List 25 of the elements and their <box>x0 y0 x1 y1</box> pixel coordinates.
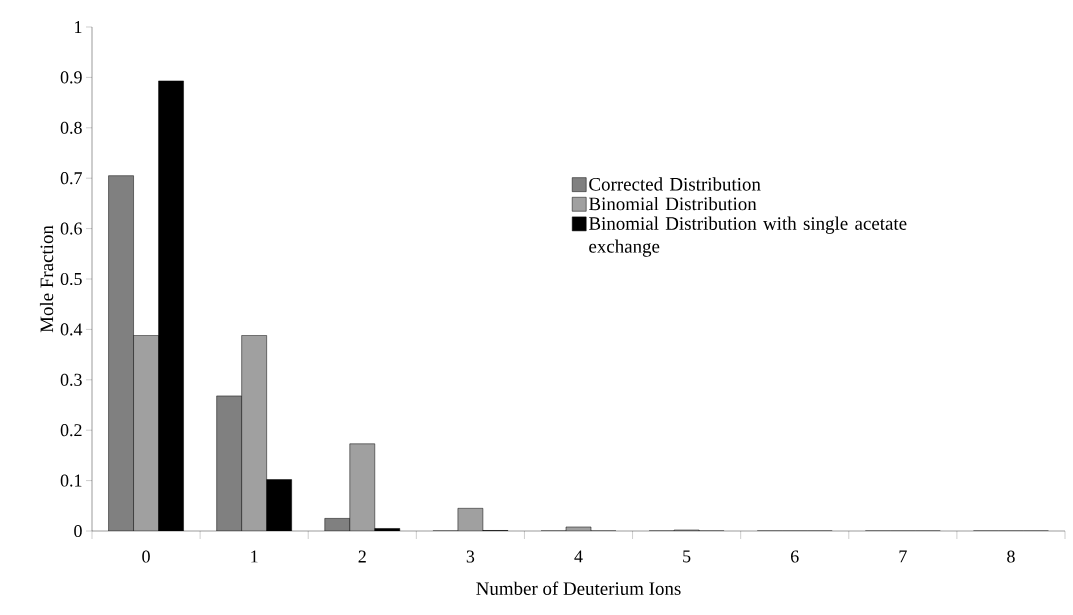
y-tick-label: 0.7 <box>60 172 82 185</box>
x-tick-label: 5 <box>683 550 691 563</box>
y-tick-label: 0.5 <box>60 272 82 286</box>
y-tick-label: 1 <box>75 21 82 33</box>
x-tick-label: 6 <box>791 550 799 563</box>
x-tick-label: 7 <box>899 550 907 563</box>
x-tick-label: 8 <box>1007 550 1015 563</box>
x-tick-label: 1 <box>251 550 258 563</box>
x-tick-label: 3 <box>466 550 475 563</box>
x-tick-label: 2 <box>358 550 366 563</box>
y-axis-title: Mole Fraction <box>39 225 54 333</box>
legend-label: Binomial Distribution <box>589 196 757 211</box>
x-tick-label: 4 <box>574 550 583 563</box>
y-tick-label: 0.3 <box>60 373 82 386</box>
y-tick-label: 0.2 <box>60 424 82 437</box>
y-tick-label: 0.1 <box>60 474 82 487</box>
x-axis-title: Number of Deuterium Ions <box>476 581 681 595</box>
y-tick-label: 0.8 <box>60 121 82 134</box>
y-tick-label: 0.6 <box>60 222 82 235</box>
y-tick-label: 0.4 <box>60 323 83 336</box>
y-tick-label: 0.9 <box>60 71 82 84</box>
legend-label: Corrected Distribution <box>589 177 761 191</box>
x-tick-label: 0 <box>142 550 150 563</box>
legend-label: Binomial Distribution with single acetate exchange <box>589 216 907 257</box>
y-tick-label: 0 <box>74 524 82 538</box>
